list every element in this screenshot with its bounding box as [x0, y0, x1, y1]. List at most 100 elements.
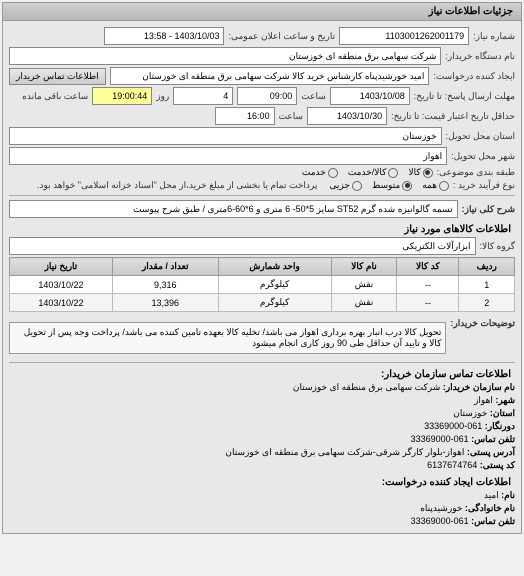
creator-label: ایجاد کننده درخواست: [433, 71, 515, 82]
org-field: شرکت سهامی برق منطقه ای خوزستان [9, 47, 441, 65]
contact-fax-label: دورنگار: [485, 421, 515, 431]
contact-city: شهر: اهواز [9, 395, 515, 406]
cell-code: -- [397, 276, 459, 294]
row-buyer-note: توضیحات خریدار: تحویل کالا درب انبار بهر… [9, 318, 515, 358]
creator-family-val: خورشیدپناه [420, 503, 462, 513]
contact-addr-label: آدرس پستی: [467, 447, 515, 457]
creator-section-title: اطلاعات ایجاد کننده درخواست: [13, 477, 511, 488]
row-creator: ایجاد کننده درخواست: امید خورشیدپناه کار… [9, 67, 515, 85]
th-index: ردیف [459, 258, 515, 276]
row-keyword: شرح کلی نیاز: تسمه گالوانیزه شده گرم ST5… [9, 200, 515, 218]
date-label: تاریخ و ساعت اعلان عمومی: [228, 31, 335, 42]
date-field: 1403/10/03 - 13:58 [104, 27, 224, 45]
buyer-note-label: توضیحات خریدار: [450, 318, 515, 329]
creator-name: نام: امید [9, 490, 515, 501]
province-field: خوزستان [9, 127, 442, 145]
row-group: گروه کالا: ابزارآلات الکتریکی [9, 237, 515, 255]
radio-dot-icon [402, 181, 412, 191]
contact-addr-val: اهواز-بلوار کارگر شرقی-شرکت سهامی برق من… [225, 447, 464, 457]
cell-qty: 9,316 [112, 276, 218, 294]
contact-prov: استان: خوزستان [9, 408, 515, 419]
table-head: ردیف کد کالا نام کالا واحد شمارش تعداد /… [10, 258, 515, 276]
table-row: 2 -- نقش کیلوگرم 13,396 1403/10/22 [10, 294, 515, 312]
cell-unit: کیلوگرم [218, 294, 331, 312]
category-radio-group: کالا کالا/خدمت خدمت [302, 167, 433, 178]
row-deadline: مهلت ارسال پاسخ: تا تاریخ: 1403/10/08 سا… [9, 87, 515, 105]
creator-family-label: نام خانوادگی: [465, 503, 515, 513]
contact-buyer-button[interactable]: اطلاعات تماس خریدار [9, 68, 106, 85]
days-field: 4 [173, 87, 233, 105]
process-label: نوع فرآیند خرید : [453, 180, 515, 191]
cell-code: -- [397, 294, 459, 312]
goods-table: ردیف کد کالا نام کالا واحد شمارش تعداد /… [9, 257, 515, 312]
contact-tel-val: 061-33369000 [411, 434, 469, 444]
table-body: 1 -- نقش کیلوگرم 9,316 1403/10/22 2 -- ن… [10, 276, 515, 312]
need-no-label: شماره نیاز: [473, 31, 515, 42]
cell-qty: 13,396 [112, 294, 218, 312]
contact-prov-label: استان: [490, 408, 515, 418]
cell-idx: 1 [459, 276, 515, 294]
city-field: اهواز [9, 147, 447, 165]
remain-field: 19:00:44 [92, 87, 152, 105]
panel-header: جزئیات اطلاعات نیاز [3, 3, 521, 21]
radio-dot-icon [328, 168, 338, 178]
separator [9, 362, 515, 363]
radio-gs-label: کالا/خدمت [348, 167, 387, 178]
radio-goods[interactable]: کالا [408, 167, 432, 178]
buyer-note-box: تحویل کالا درب انبار بهره برداری اهواز م… [9, 322, 446, 354]
radio-dot-icon [423, 168, 433, 178]
keyword-label: شرح کلی نیاز: [462, 204, 515, 215]
cell-name: نقش [331, 294, 397, 312]
radio-all[interactable]: همه [422, 180, 449, 191]
time-label-1: ساعت [301, 91, 326, 102]
th-qty: تعداد / مقدار [112, 258, 218, 276]
remain-label: ساعت باقی مانده [22, 91, 88, 102]
radio-small[interactable]: جزیی [329, 180, 362, 191]
radio-dot-icon [439, 181, 449, 191]
radio-medium[interactable]: متوسط [372, 180, 412, 191]
deadline-time-field: 09:00 [237, 87, 297, 105]
creator-family: نام خانوادگی: خورشیدپناه [9, 503, 515, 514]
radio-service[interactable]: خدمت [302, 167, 338, 178]
creator-tel-val: 061-33369000 [411, 516, 469, 526]
org-label: نام دستگاه خریدار: [445, 51, 515, 62]
creator-tel-label: تلفن تماس: [471, 516, 515, 526]
row-process: نوع فرآیند خرید : همه متوسط جزیی پرداخت … [9, 180, 515, 191]
contact-org-val: شرکت سهامی برق منطقه ای خوزستان [293, 382, 440, 392]
group-label: گروه کالا: [480, 241, 515, 252]
cell-date: 1403/10/22 [10, 276, 113, 294]
radio-goods-service[interactable]: کالا/خدمت [348, 167, 399, 178]
row-province: استان محل تحویل: خوزستان [9, 127, 515, 145]
row-category: طبقه بندی موضوعی: کالا کالا/خدمت خدمت [9, 167, 515, 178]
contact-fax: دورنگار: 061-33369000 [9, 421, 515, 432]
category-label: طبقه بندی موضوعی: [437, 167, 515, 178]
table-row: 1 -- نقش کیلوگرم 9,316 1403/10/22 [10, 276, 515, 294]
row-org: نام دستگاه خریدار: شرکت سهامی برق منطقه … [9, 47, 515, 65]
process-radio-group: همه متوسط جزیی [329, 180, 449, 191]
details-panel: جزئیات اطلاعات نیاز شماره نیاز: 11030012… [2, 2, 522, 534]
th-date: تاریخ نیاز [10, 258, 113, 276]
time-label-2: ساعت [279, 111, 304, 122]
creator-tel: تلفن تماس: 061-33369000 [9, 516, 515, 527]
contact-prov-val: خوزستان [453, 408, 487, 418]
contact-post-val: 6137674764 [427, 460, 477, 470]
row-credit: حداقل تاریخ اعتبار قیمت: تا تاریخ: 1403/… [9, 107, 515, 125]
days-label: روز [156, 91, 169, 102]
table-header-row: ردیف کد کالا نام کالا واحد شمارش تعداد /… [10, 258, 515, 276]
radio-dot-icon [352, 181, 362, 191]
contact-fax-val: 061-33369000 [424, 421, 482, 431]
radio-dot-icon [388, 168, 398, 178]
deadline-date-field: 1403/10/08 [330, 87, 410, 105]
deadline-label: مهلت ارسال پاسخ: تا تاریخ: [414, 91, 515, 102]
province-label: استان محل تحویل: [446, 131, 515, 142]
cell-name: نقش [331, 276, 397, 294]
contact-org: نام سازمان خریدار: شرکت سهامی برق منطقه … [9, 382, 515, 393]
separator [9, 195, 515, 196]
cell-unit: کیلوگرم [218, 276, 331, 294]
radio-goods-label: کالا [408, 167, 420, 178]
credit-time-field: 16:00 [215, 107, 275, 125]
radio-small-label: جزیی [329, 180, 350, 191]
process-note: پرداخت تمام یا بخشی از مبلغ خرید،از محل … [37, 180, 317, 191]
contact-city-label: شهر: [495, 395, 515, 405]
group-field: ابزارآلات الکتریکی [9, 237, 476, 255]
